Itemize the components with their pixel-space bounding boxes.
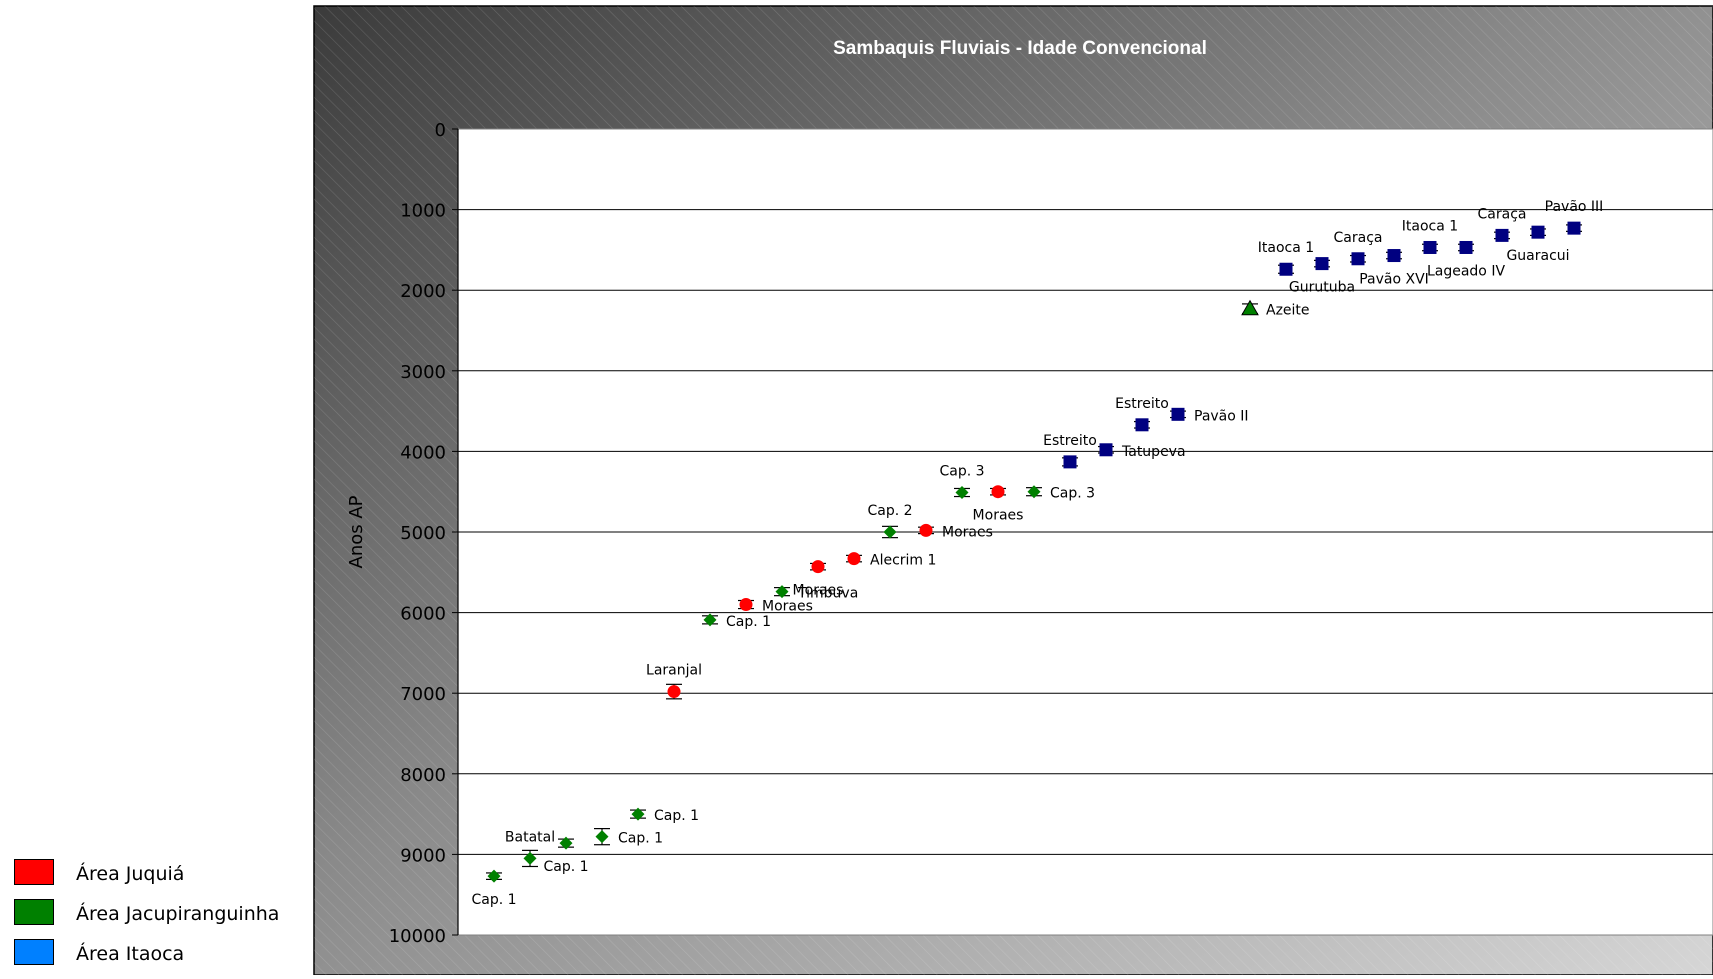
y-tick-label: 6000 [400,604,446,625]
legend-item-itaoca: Área Itaoca [14,939,304,979]
y-tick-label: 0 [435,120,446,141]
data-point [919,523,933,537]
data-point [1279,262,1293,276]
legend-swatch-itaoca [14,939,54,965]
series-2: Estreito Tatupeva Estreito Pavão II Itaoca 1… [1043,199,1604,469]
data-label: Cap. 3 [1050,486,1095,502]
data-label: Cap. 3 [939,464,984,480]
data-label: Estreito [1115,396,1169,412]
data-label: Caraça [1478,206,1527,222]
chart-title: Sambaquis Fluviais - Idade Convencional [833,38,1207,59]
data-point [847,552,861,566]
data-label: Moraes [973,508,1024,524]
data-point [883,525,897,539]
data-label: Azeite [1266,303,1310,319]
legend-item-juquia: Área Juquiá [14,859,304,899]
data-point [1241,299,1259,316]
legend-item-jacupiranguinha: Área Jacupiranguinha [14,899,304,939]
gridlines [458,209,1713,855]
data-point [667,685,681,699]
y-tick-label: 1000 [400,201,446,222]
data-point [1027,485,1041,499]
data-label: Moraes [762,599,813,615]
y-tick-label: 9000 [400,845,446,866]
data-label: Caraça [1334,230,1383,246]
data-label: Itaoca 1 [1258,240,1314,256]
data-point [775,585,789,599]
data-point [1531,225,1545,239]
data-point [487,869,501,883]
y-axis-label: Anos AP [346,495,367,568]
data-point [1315,257,1329,271]
data-point [1063,455,1077,469]
data-label: Cap. 1 [726,614,771,630]
data-point [1135,418,1149,432]
data-point [1567,221,1581,235]
data-label: Tatupeva [1121,444,1186,460]
data-label: Estreito [1043,433,1097,449]
data-point [739,598,753,612]
data-point [811,560,825,574]
legend: Área Juquiá Área Jacupiranguinha Área It… [14,859,304,979]
data-point [523,851,537,865]
data-point [631,807,645,821]
data-point [1423,240,1437,254]
data-label: Pavão XVI [1359,272,1429,288]
data-label: Laranjal [646,663,702,679]
data-point [1387,249,1401,263]
data-point [1099,443,1113,457]
data-label: Alecrim 1 [870,553,936,569]
y-tick-label: 8000 [400,765,446,786]
legend-swatch-juquia [14,859,54,885]
legend-swatch-jacupiranguinha [14,899,54,925]
y-tick-label: 7000 [400,684,446,705]
data-point [1171,407,1185,421]
data-point [559,836,573,850]
legend-label-itaoca: Área Itaoca [76,943,185,965]
data-point [991,485,1005,499]
data-label: Lageado IV [1427,263,1505,279]
data-label: Cap. 1 [471,892,516,908]
data-label: Cap. 1 [654,808,699,824]
data-point [1495,228,1509,242]
data-point [595,830,609,844]
data-label: Cap. 1 [618,831,663,847]
data-point [1351,252,1365,266]
y-axis: 0 1000 2000 3000 4000 5000 6000 7000 8000 9000 100… [389,120,459,947]
y-tick-label: 2000 [400,281,446,302]
data-label: Pavão III [1545,199,1604,215]
data-point [1459,240,1473,254]
data-point [955,486,969,500]
data-label: Batatal [505,829,555,845]
y-tick-label: 10000 [389,926,446,947]
data-point [703,613,717,627]
data-label: Timbuva [797,586,858,602]
data-label: Gurutuba [1289,280,1355,296]
y-tick-label: 5000 [400,523,446,544]
data-label: Pavão II [1194,408,1249,424]
y-tick-label: 3000 [400,362,446,383]
y-tick-label: 4000 [400,442,446,463]
data-label: Itaoca 1 [1402,218,1458,234]
data-label: Cap. 1 [543,859,588,875]
legend-label-jacupiranguinha: Área Jacupiranguinha [76,903,280,925]
data-label: Moraes [793,583,844,599]
data-label: Cap. 2 [867,503,912,519]
data-label: Guaracui [1506,248,1569,264]
data-label: Moraes [942,524,993,540]
series-1: Cap. 1 Batatal Cap. 1 Cap. 1 Cap. 1 Cap. 1 Tim… [471,299,1310,908]
legend-label-juquia: Área Juquiá [76,863,185,885]
